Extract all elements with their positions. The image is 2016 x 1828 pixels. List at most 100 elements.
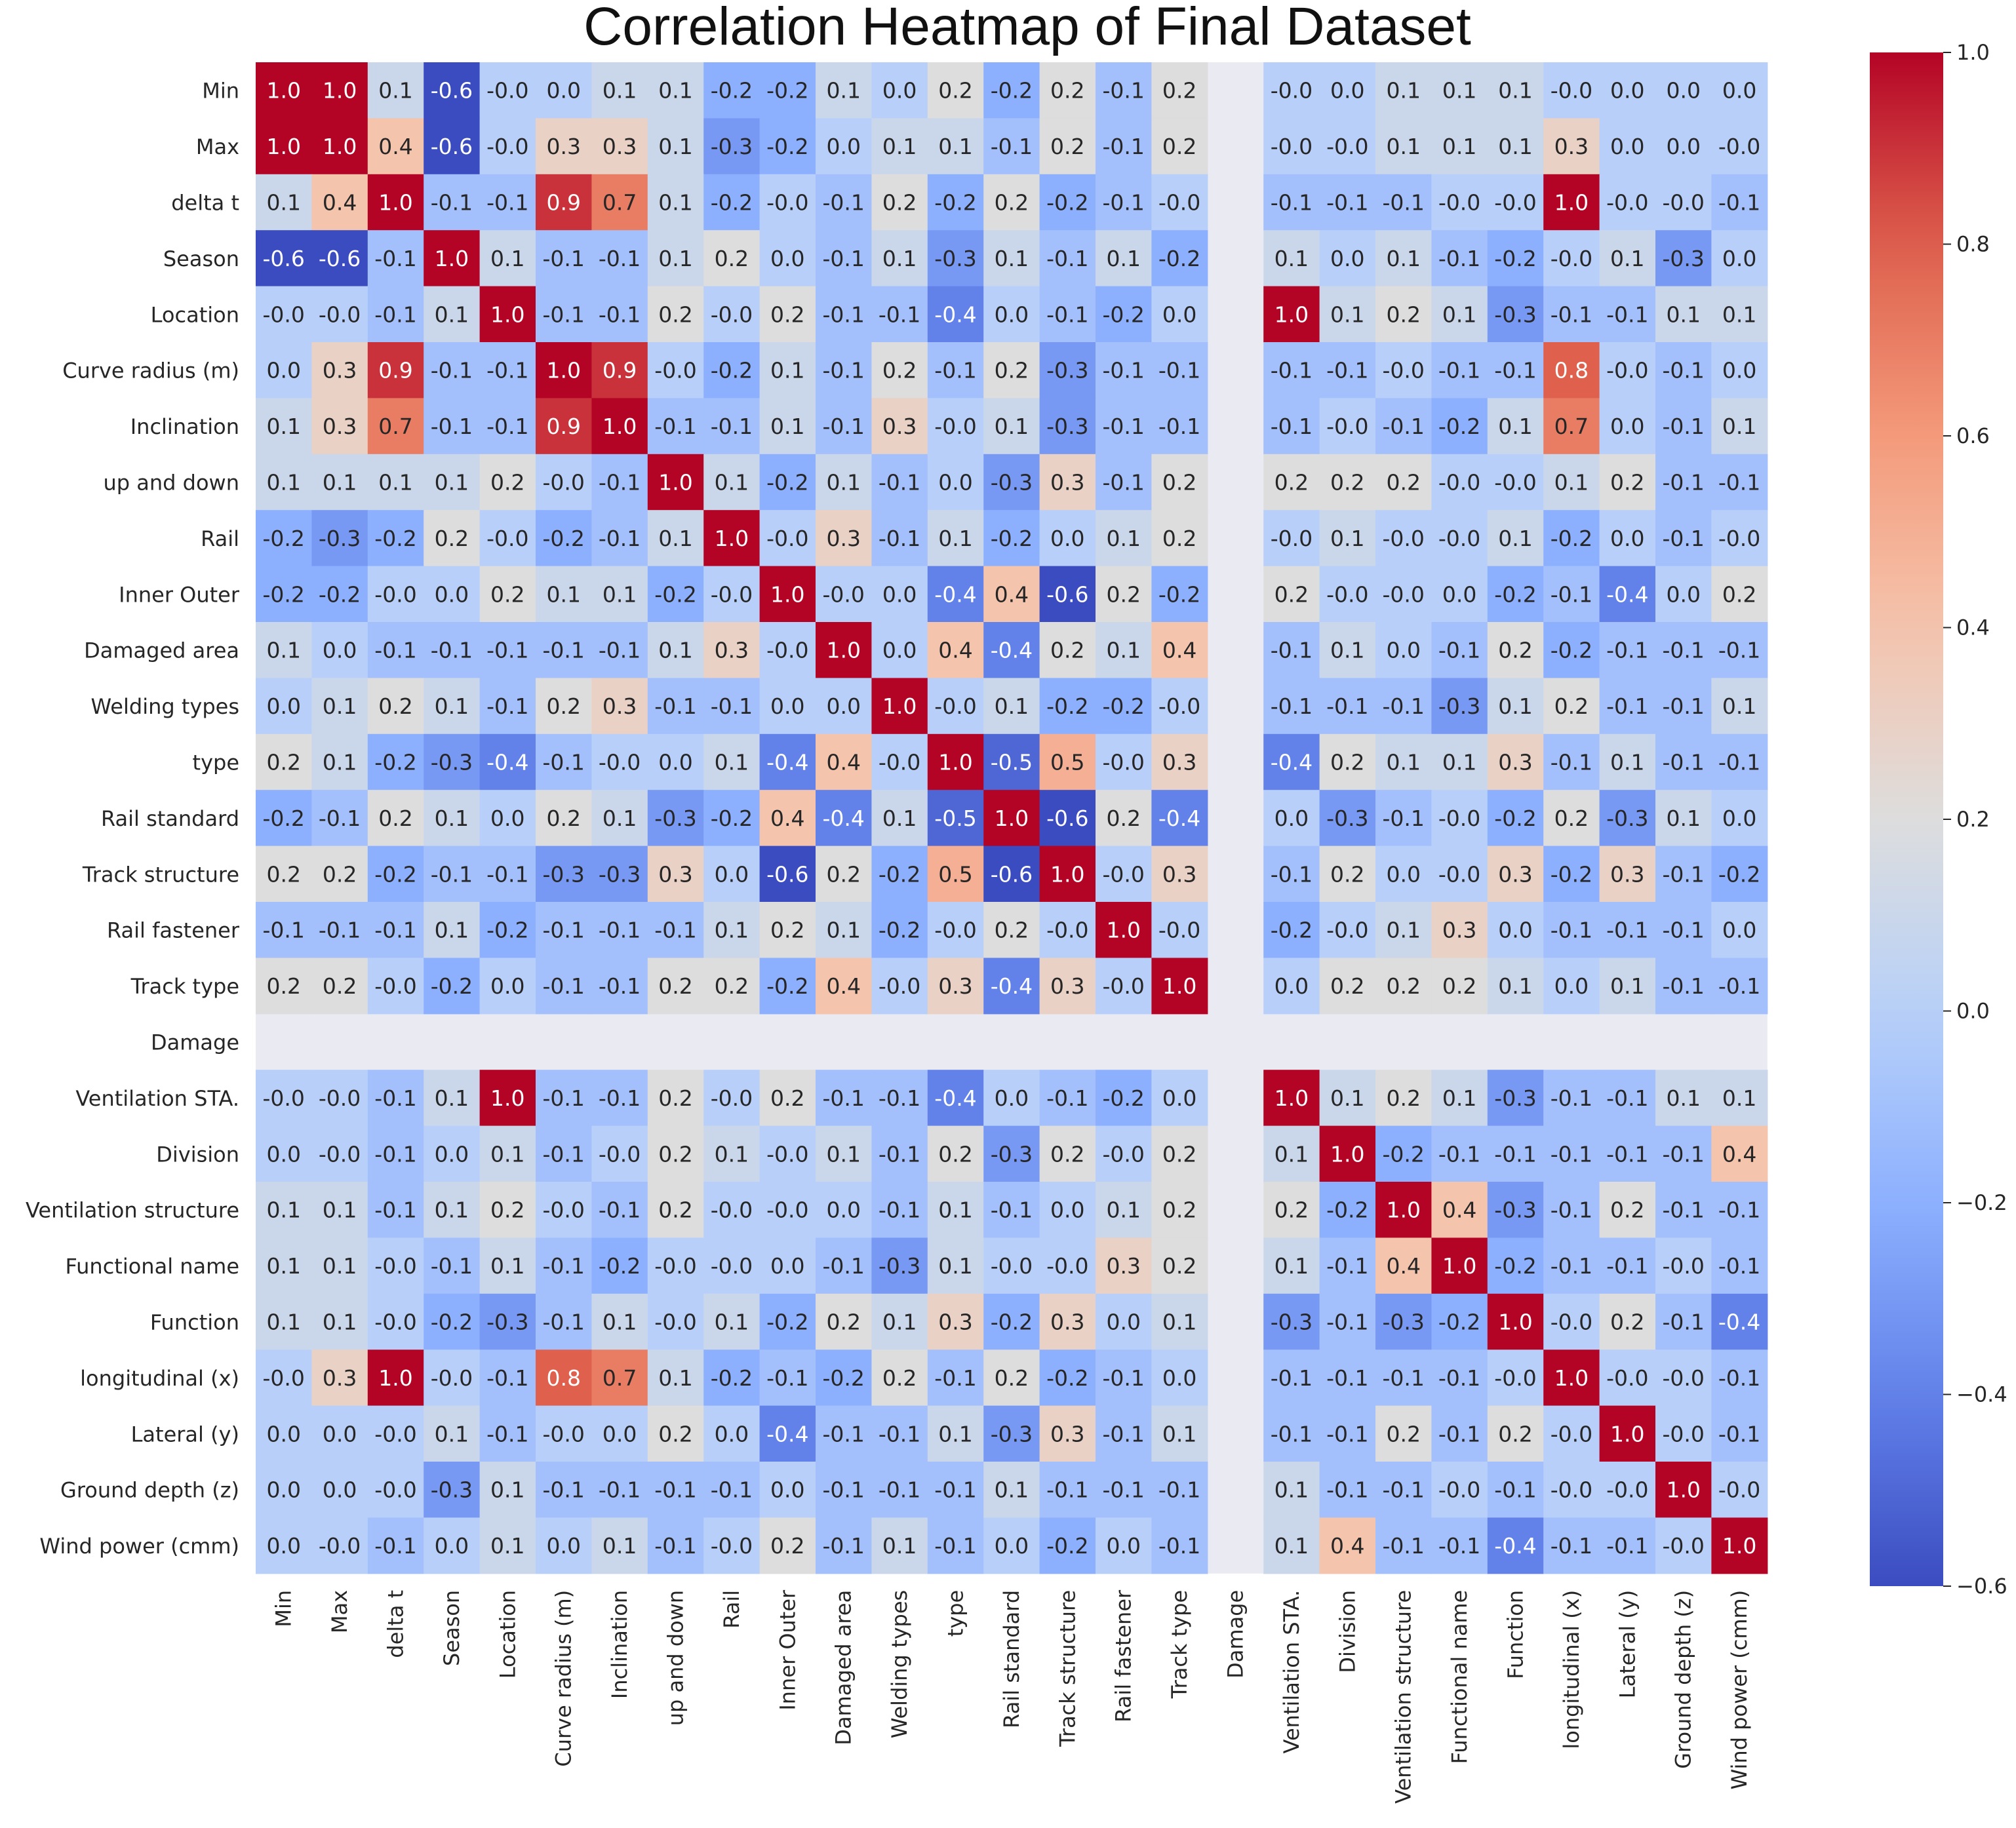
heatmap-cell bbox=[1319, 790, 1376, 847]
heatmap-cell bbox=[983, 1293, 1040, 1350]
heatmap-cell bbox=[367, 1350, 424, 1407]
cell-value-label: 0.1 bbox=[938, 134, 972, 159]
heatmap-cell bbox=[1039, 678, 1096, 735]
heatmap-cell bbox=[591, 1070, 648, 1127]
cell-value-label: -0.1 bbox=[319, 918, 361, 943]
cell-value-label: 0.0 bbox=[266, 1141, 300, 1167]
heatmap-cell bbox=[816, 678, 872, 735]
cell-value-label: -0.1 bbox=[1718, 470, 1760, 496]
chart-title: Correlation Heatmap of Final Dataset bbox=[583, 0, 1471, 56]
heatmap-cell bbox=[1319, 1182, 1376, 1238]
cell-value-label: 0.8 bbox=[1554, 358, 1589, 383]
heatmap-cell bbox=[1599, 510, 1656, 567]
heatmap-cell bbox=[1487, 678, 1544, 735]
heatmap-cell bbox=[647, 286, 704, 343]
heatmap-cell bbox=[479, 342, 536, 399]
cell-value-label: 0.1 bbox=[1386, 750, 1420, 775]
cell-value-label: -0.0 bbox=[1103, 750, 1145, 775]
cell-value-label: 0.3 bbox=[1498, 750, 1532, 775]
cell-value-label: -0.0 bbox=[654, 1310, 696, 1335]
heatmap-cell bbox=[759, 510, 816, 567]
heatmap-cell bbox=[311, 1462, 368, 1518]
cell-value-label: 0.9 bbox=[546, 414, 580, 439]
heatmap-cell bbox=[536, 846, 592, 903]
heatmap-cell bbox=[927, 678, 984, 735]
cell-value-label: -0.1 bbox=[543, 1141, 585, 1167]
cell-value-label: -0.1 bbox=[486, 861, 528, 887]
cell-value-label: 0.0 bbox=[490, 973, 524, 999]
heatmap-cell bbox=[1599, 1517, 1656, 1574]
cell-value-label: 1.0 bbox=[1722, 1533, 1756, 1559]
heatmap-cell bbox=[1151, 230, 1208, 287]
colorbar: 1.0 0.8 0.6 0.4 0.2 0.0 −0.2 −0.4 −0.6 bbox=[1870, 40, 2007, 1599]
heatmap-cell bbox=[1319, 1405, 1376, 1462]
cell-value-label: 0.0 bbox=[323, 638, 357, 663]
column-label: Rail standard bbox=[999, 1590, 1024, 1728]
heatmap-cell bbox=[1039, 286, 1096, 343]
cell-value-label: -0.1 bbox=[1326, 1310, 1368, 1335]
cell-value-label: 0.0 bbox=[266, 1533, 300, 1559]
heatmap-cell bbox=[311, 510, 368, 567]
cell-value-label: 0.0 bbox=[490, 806, 524, 831]
heatmap-cell bbox=[1711, 733, 1768, 790]
cell-value-label: 0.1 bbox=[1666, 1085, 1700, 1111]
cell-value-label: 0.0 bbox=[266, 1421, 300, 1447]
heatmap-cell bbox=[1039, 510, 1096, 567]
heatmap-cell bbox=[311, 1350, 368, 1407]
cell-value-label: -0.0 bbox=[374, 581, 416, 607]
heatmap-cell bbox=[816, 1350, 872, 1407]
cell-value-label: 0.1 bbox=[995, 246, 1029, 271]
cell-value-label: 1.0 bbox=[938, 750, 972, 775]
heatmap-cell bbox=[591, 174, 648, 231]
heatmap-cell bbox=[871, 678, 928, 735]
heatmap-cell bbox=[759, 398, 816, 455]
heatmap-cell bbox=[479, 174, 536, 231]
cell-value-label: 0.4 bbox=[323, 190, 357, 216]
cell-value-label: -0.1 bbox=[1663, 1197, 1705, 1223]
heatmap-cell bbox=[983, 566, 1040, 623]
cell-value-label: -0.4 bbox=[766, 1421, 808, 1447]
cell-value-label: -0.0 bbox=[1551, 78, 1592, 104]
cell-value-label: 0.1 bbox=[658, 526, 692, 551]
heatmap-cell bbox=[1263, 902, 1320, 958]
cell-value-label: -0.1 bbox=[1383, 1365, 1425, 1391]
heatmap-cell bbox=[1599, 733, 1656, 790]
cell-value-label: 0.4 bbox=[938, 638, 972, 663]
heatmap-cell bbox=[311, 790, 368, 847]
heatmap-cell bbox=[1319, 230, 1376, 287]
heatmap-cell bbox=[759, 230, 816, 287]
heatmap-cell bbox=[816, 286, 872, 343]
heatmap-cell bbox=[1096, 1125, 1152, 1182]
heatmap-cell bbox=[703, 1125, 761, 1182]
row-label: delta t bbox=[171, 191, 239, 216]
heatmap-cell bbox=[536, 678, 592, 735]
heatmap-cell bbox=[1263, 1237, 1320, 1294]
cell-value-label: -0.1 bbox=[1606, 918, 1648, 943]
heatmap-cell bbox=[647, 1293, 704, 1350]
cell-value-label: 1.0 bbox=[1554, 1365, 1589, 1391]
cell-value-label: 0.1 bbox=[323, 1310, 357, 1335]
cell-value-label: 1.0 bbox=[995, 806, 1029, 831]
heatmap-cell bbox=[927, 622, 984, 678]
heatmap-cell bbox=[1039, 1237, 1096, 1294]
heatmap-cell bbox=[647, 958, 704, 1015]
heatmap-cell bbox=[871, 342, 928, 399]
heatmap-cell bbox=[424, 398, 481, 455]
heatmap-cell bbox=[647, 1237, 704, 1294]
heatmap-cell bbox=[1543, 1405, 1600, 1462]
cell-value-label: 0.1 bbox=[1610, 750, 1644, 775]
cell-value-label: -0.0 bbox=[319, 1533, 361, 1559]
heatmap-cell bbox=[816, 510, 872, 567]
cell-value-label: 0.1 bbox=[1106, 246, 1140, 271]
heatmap-cell bbox=[759, 1070, 816, 1127]
cell-value-label: -0.1 bbox=[1271, 1421, 1313, 1447]
cell-value-label: -0.1 bbox=[1718, 1253, 1760, 1279]
heatmap-cell bbox=[591, 622, 648, 678]
heatmap-cell bbox=[1263, 733, 1320, 790]
heatmap-cell bbox=[1599, 286, 1656, 343]
heatmap-cell bbox=[479, 1517, 536, 1574]
heatmap-cell bbox=[479, 1237, 536, 1294]
heatmap-cell bbox=[983, 510, 1040, 567]
cell-value-label: -0.1 bbox=[654, 1533, 696, 1559]
cell-value-label: -0.2 bbox=[879, 918, 920, 943]
